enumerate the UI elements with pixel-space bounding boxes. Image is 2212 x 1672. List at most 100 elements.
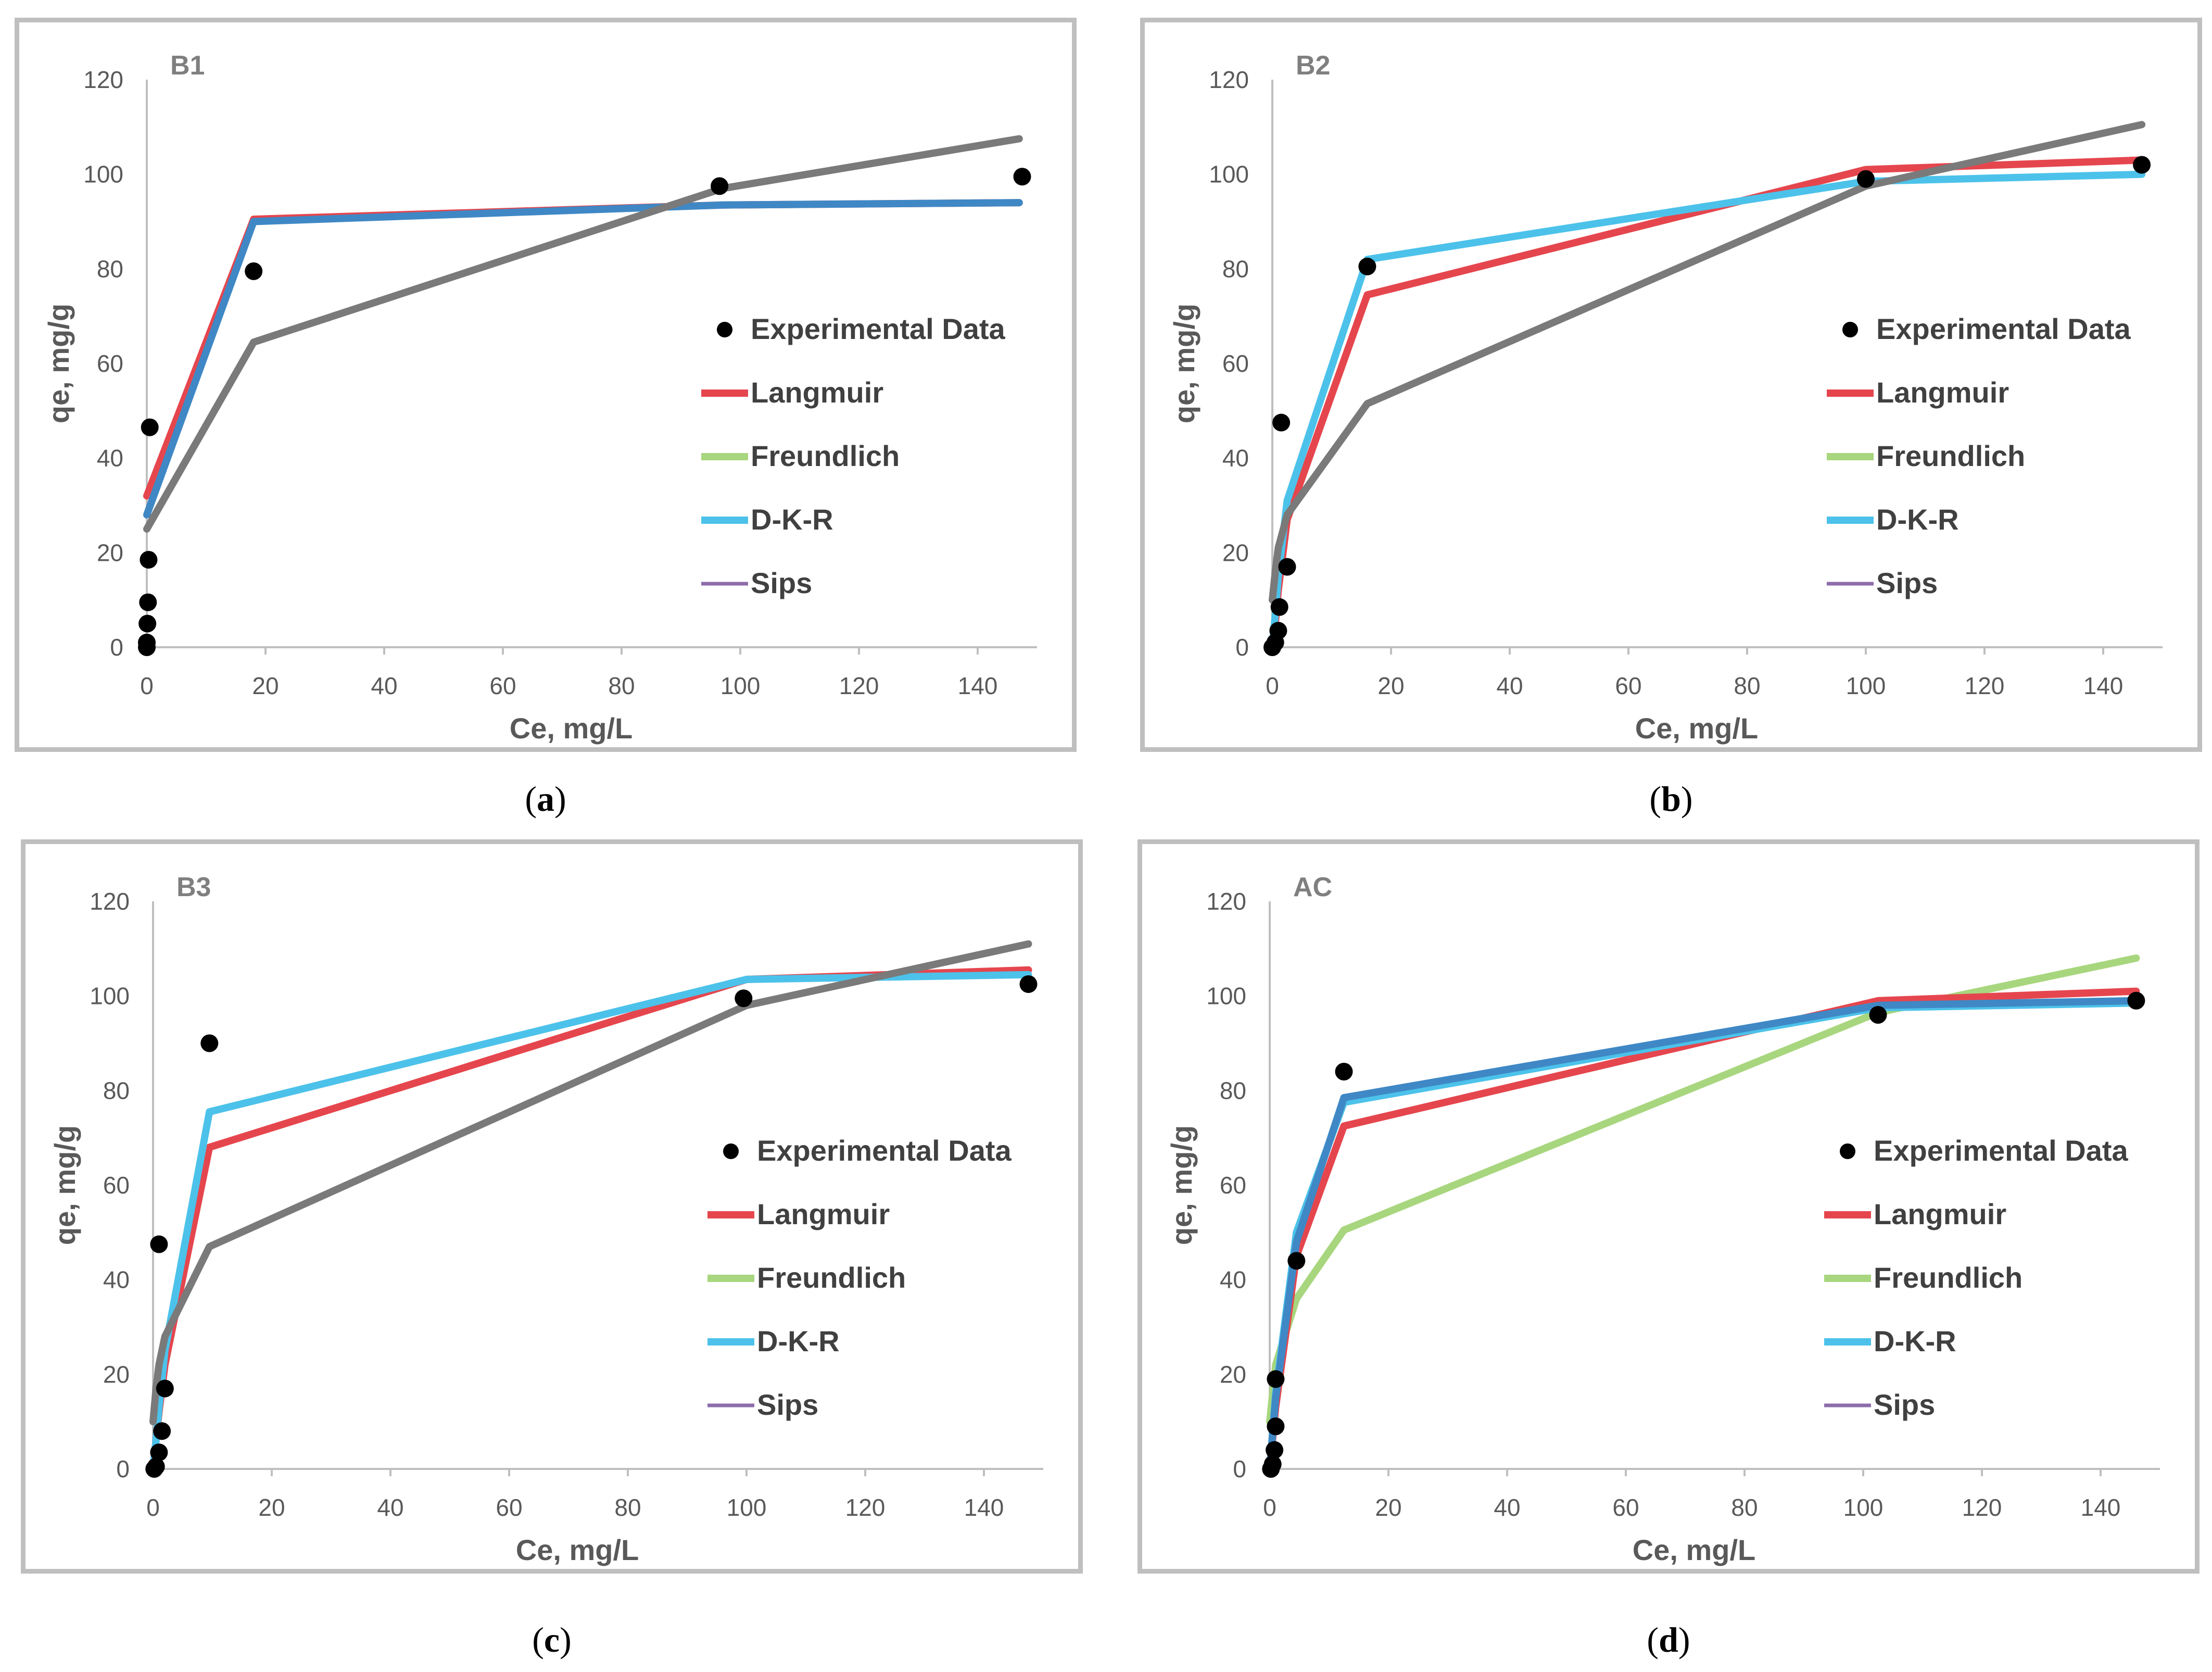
- data-point: [1287, 1252, 1306, 1270]
- legend-label: Freundlich: [757, 1261, 906, 1294]
- data-point: [150, 1235, 168, 1253]
- legend-label: Freundlich: [751, 439, 900, 472]
- data-point: [139, 593, 157, 611]
- legend-label: D-K-R: [1876, 503, 1959, 536]
- y-tick-label: 0: [1233, 1455, 1246, 1482]
- data-point: [1267, 1370, 1285, 1388]
- data-point: [200, 1034, 219, 1052]
- x-tick-label: 140: [964, 1494, 1004, 1521]
- data-point: [735, 989, 753, 1008]
- chart-title: B3: [176, 872, 211, 902]
- data-point: [711, 177, 729, 195]
- legend-marker-experimental: [1840, 1143, 1855, 1159]
- legend-marker-experimental: [1842, 322, 1858, 337]
- data-point: [1267, 1417, 1285, 1436]
- x-tick-label: 20: [258, 1494, 285, 1521]
- legend-label: Experimental Data: [757, 1134, 1012, 1167]
- legend-label: D-K-R: [757, 1325, 840, 1357]
- x-tick-label: 60: [489, 672, 516, 699]
- legend-label: Experimental Data: [1874, 1134, 2128, 1167]
- x-tick-label: 0: [140, 672, 154, 699]
- legend-label: Sips: [751, 567, 812, 599]
- x-tick-label: 60: [1612, 1494, 1639, 1521]
- series-line-d-k-r: [1269, 170, 2146, 651]
- x-tick-label: 140: [958, 672, 998, 699]
- x-tick-label: 100: [1846, 672, 1886, 699]
- y-tick-label: 40: [103, 1266, 130, 1293]
- x-tick-label: 140: [2083, 672, 2123, 699]
- caption-a-letter: a: [537, 779, 554, 819]
- data-point: [2133, 156, 2151, 174]
- y-tick-label: 20: [1220, 1361, 1246, 1388]
- y-tick-label: 40: [97, 445, 123, 472]
- series-line-langmuir: [1269, 156, 2146, 651]
- legend-label: Freundlich: [1874, 1261, 2023, 1294]
- data-point: [1335, 1063, 1353, 1080]
- x-tick-label: 120: [839, 672, 879, 699]
- series-line-sips: [1266, 997, 2140, 1473]
- caption-c: (c): [532, 1620, 572, 1660]
- chart-panel-c: B3 0 20 40 60 80 100 120 0 20 40 60 80 100 120 140 Ce, m…: [21, 839, 1083, 1574]
- x-axis-label: Ce, mg/L: [1635, 712, 1758, 745]
- y-tick-label: 80: [1222, 255, 1249, 282]
- data-point: [1272, 413, 1291, 432]
- y-tick-label: 60: [1220, 1172, 1246, 1199]
- x-tick-label: 40: [371, 672, 397, 699]
- legend-label: D-K-R: [751, 503, 833, 536]
- y-tick-label: 120: [90, 888, 130, 915]
- data-point: [1278, 558, 1296, 576]
- data-point: [138, 633, 156, 651]
- data-point: [141, 418, 159, 436]
- caption-c-letter: c: [543, 1620, 560, 1660]
- series-line-langmuir: [149, 966, 1032, 1473]
- y-tick-label: 20: [1222, 539, 1249, 566]
- data-point: [140, 550, 158, 569]
- y-tick-label: 80: [97, 255, 123, 282]
- x-tick-label: 0: [1266, 672, 1279, 699]
- y-tick-label: 120: [1206, 888, 1246, 915]
- legend-label: Langmuir: [1874, 1198, 2006, 1230]
- legend-label: Experimental Data: [1876, 312, 2131, 345]
- x-axis-label: Ce, mg/L: [510, 712, 633, 745]
- data-point: [1019, 975, 1038, 993]
- y-tick-label: 40: [1222, 445, 1249, 472]
- caption-d-letter: d: [1659, 1620, 1678, 1660]
- data-point: [150, 1443, 168, 1462]
- data-point: [138, 614, 157, 633]
- chart-b2: B2 0 20 40 60 80 100 120 0 20 40 60 80 100 120 140 Ce, m…: [1168, 51, 2163, 745]
- y-tick-label: 0: [116, 1455, 130, 1482]
- y-tick-label: 0: [110, 634, 123, 661]
- y-tick-label: 100: [83, 161, 123, 188]
- chart-ac: AC 0 20 40 60 80 100 120 0 20 40 60 80 100 120 140 Ce, m…: [1165, 872, 2160, 1566]
- x-tick-label: 0: [146, 1494, 160, 1521]
- data-point: [1270, 598, 1288, 616]
- legend-label: Sips: [757, 1388, 818, 1421]
- chart-title: B2: [1296, 51, 1330, 81]
- y-axis-label: qe, mg/g: [42, 304, 75, 423]
- chart-title: B1: [170, 51, 205, 81]
- y-tick-label: 100: [90, 983, 130, 1010]
- legend-marker-experimental: [717, 322, 732, 337]
- x-tick-label: 140: [2081, 1494, 2121, 1521]
- data-point: [147, 1457, 165, 1476]
- y-tick-label: 100: [1206, 983, 1246, 1010]
- y-axis-label: qe, mg/g: [48, 1125, 81, 1245]
- y-axis-label: qe, mg/g: [1168, 304, 1200, 423]
- chart-panel-a: B1 0 20 40 60 80 100 120 0 20 40 60 80 100 120 140 Ce, m…: [15, 18, 1077, 752]
- y-tick-label: 100: [1209, 161, 1249, 188]
- x-axis-label: Ce, mg/L: [1633, 1533, 1755, 1566]
- x-tick-label: 40: [1496, 672, 1523, 699]
- y-tick-label: 60: [103, 1172, 130, 1199]
- x-tick-label: 60: [496, 1494, 522, 1521]
- chart-b1: B1 0 20 40 60 80 100 120 0 20 40 60 80 100 120 140 Ce, m…: [42, 51, 1037, 745]
- data-point: [156, 1379, 174, 1398]
- y-tick-label: 120: [1209, 66, 1249, 93]
- legend-label: Sips: [1876, 567, 1938, 599]
- data-point: [1013, 168, 1031, 186]
- data-point: [1266, 1441, 1284, 1459]
- series-line-d-k-r: [143, 199, 1023, 519]
- y-tick-label: 80: [1220, 1077, 1246, 1104]
- x-tick-label: 40: [377, 1494, 403, 1521]
- x-tick-label: 20: [1377, 672, 1404, 699]
- y-tick-label: 60: [1222, 350, 1249, 377]
